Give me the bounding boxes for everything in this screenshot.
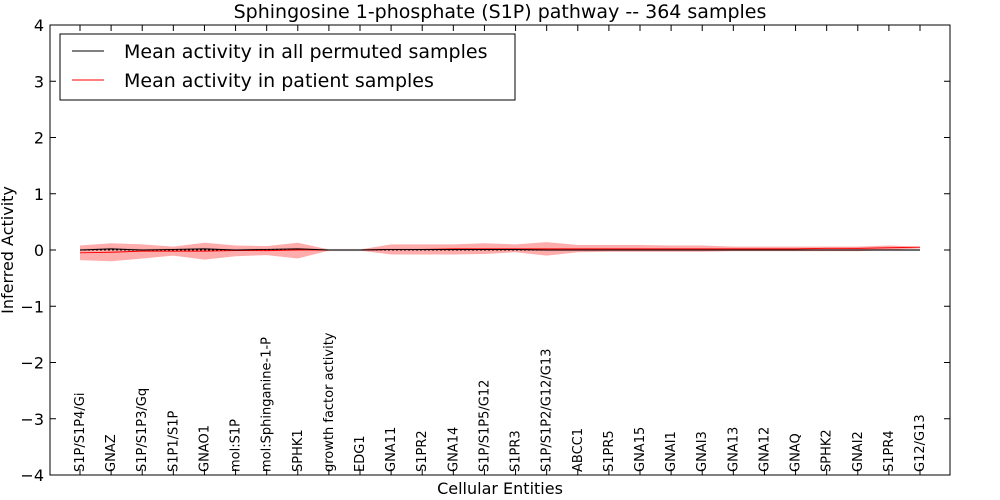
series-line-0 <box>79 248 920 251</box>
x-category-label: S1P/S1P2/G12/G13 <box>540 349 555 472</box>
y-tick-label: 2 <box>34 129 44 148</box>
x-category-label: GNA15 <box>633 427 648 472</box>
x-category-label: GNAI1 <box>664 431 679 472</box>
x-category-label: EDG1 <box>353 435 368 472</box>
legend-box <box>59 33 516 101</box>
band-series-1 <box>80 242 920 262</box>
x-category-label: GNA14 <box>446 427 461 472</box>
y-tick-label: 0 <box>34 241 44 260</box>
series-lines <box>79 246 921 254</box>
y-tick-label: −1 <box>20 297 44 316</box>
x-category-label: mol:Sphinganine-1-P <box>260 337 275 472</box>
x-category-label: GNAO1 <box>197 425 212 472</box>
x-category-label: GNAI3 <box>695 431 710 472</box>
y-axis: −4 −3 −2 −1 0 1 2 3 4 <box>20 16 950 485</box>
x-category-label: GNA12 <box>757 427 772 472</box>
confidence-bands <box>80 242 920 262</box>
legend: Mean activity in all permuted samples Me… <box>59 33 516 101</box>
x-axis-label: Cellular Entities <box>437 479 563 498</box>
x-category-label: S1PR3 <box>509 430 524 472</box>
x-category-label: ABCC1 <box>571 428 586 472</box>
y-axis-label: Inferred Activity <box>0 186 17 314</box>
legend-label-permuted: Mean activity in all permuted samples <box>124 41 487 63</box>
x-category-label: S1PR2 <box>415 430 430 472</box>
x-category-label: growth factor activity <box>322 332 337 472</box>
x-category-label: S1P/S1P4/Gi <box>73 393 88 472</box>
x-category-label: S1P/S1P5/G12 <box>477 380 492 472</box>
x-category-label: S1PR4 <box>882 430 897 472</box>
x-category-label: SPHK1 <box>291 429 306 472</box>
y-tick-label: −2 <box>20 354 44 373</box>
x-category-label: mol:S1P <box>229 419 244 472</box>
y-tick-label: 3 <box>34 72 44 91</box>
y-tick-label: 4 <box>34 16 44 35</box>
x-axis: S1P/S1P4/Gi GNAZ S1P/S1P3/Gq S1P1/S1P GNAO1 m… <box>73 25 928 475</box>
x-category-label: GNA13 <box>726 427 741 472</box>
x-category-label: S1P1/S1P <box>166 410 181 472</box>
x-category-label: S1P/S1P3/Gq <box>135 388 150 472</box>
x-category-label: GNAI2 <box>851 431 866 472</box>
x-category-label: GNAZ <box>104 434 119 472</box>
x-category-label: GNAQ <box>789 433 804 472</box>
x-category-label: G12/G13 <box>913 414 928 472</box>
series-line-1 <box>79 246 921 254</box>
x-category-label: S1PR5 <box>602 430 617 472</box>
y-tick-label: −3 <box>20 410 44 429</box>
legend-label-patient: Mean activity in patient samples <box>124 70 434 92</box>
y-tick-label: −4 <box>20 466 44 485</box>
x-category-label: SPHK2 <box>820 429 835 472</box>
x-category-label: GNA11 <box>384 427 399 472</box>
y-tick-label: 1 <box>34 185 44 204</box>
chart-title: Sphingosine 1-phosphate (S1P) pathway --… <box>234 1 767 23</box>
